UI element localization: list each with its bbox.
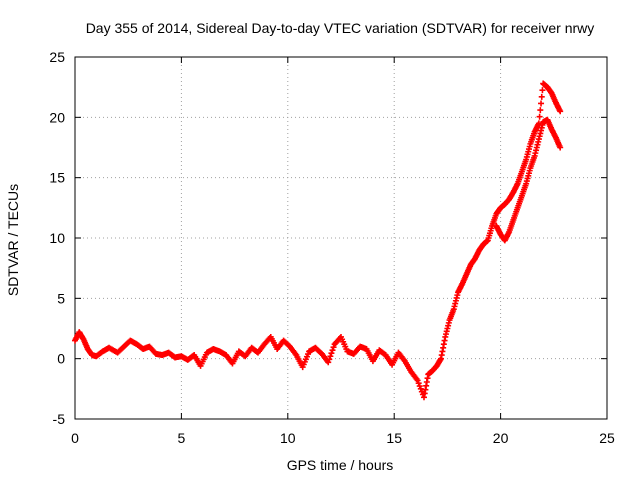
data-point	[327, 353, 334, 360]
x-tick-label: 20	[493, 430, 509, 446]
axis-ticks: 0 5 10 15 20 25 -5 0 5 10 15 20 25	[49, 49, 615, 446]
data-point	[329, 347, 336, 354]
data-points	[72, 80, 564, 401]
x-tick-label: 5	[178, 430, 186, 446]
data-point	[417, 385, 424, 392]
data-point	[328, 350, 335, 357]
y-tick-label: 0	[57, 351, 65, 367]
data-point	[557, 144, 564, 151]
y-tick-label: 25	[49, 49, 65, 65]
x-tick-label: 10	[280, 430, 296, 446]
y-tick-label: 20	[49, 109, 65, 125]
y-axis-title: SDTVAR / TECUs	[5, 184, 21, 296]
data-point	[539, 87, 546, 94]
x-tick-label: 15	[386, 430, 402, 446]
data-point	[414, 377, 421, 384]
data-point	[538, 100, 545, 107]
data-point	[330, 344, 337, 351]
data-point	[538, 93, 545, 100]
data-point	[536, 113, 543, 120]
y-tick-label: 5	[57, 290, 65, 306]
x-tick-label: 0	[71, 430, 79, 446]
x-axis-title: GPS time / hours	[287, 457, 394, 473]
data-point	[537, 107, 544, 114]
data-point	[535, 120, 542, 127]
data-point	[325, 359, 332, 366]
x-tick-label: 25	[599, 430, 615, 446]
chart-title: Day 355 of 2014, Sidereal Day-to-day VTE…	[86, 20, 595, 36]
y-tick-label: 10	[49, 230, 65, 246]
data-point	[326, 356, 333, 363]
y-tick-label: 15	[49, 170, 65, 186]
y-tick-label: -5	[53, 411, 66, 427]
data-point	[416, 383, 423, 390]
data-point	[415, 380, 422, 387]
data-point	[557, 108, 564, 115]
